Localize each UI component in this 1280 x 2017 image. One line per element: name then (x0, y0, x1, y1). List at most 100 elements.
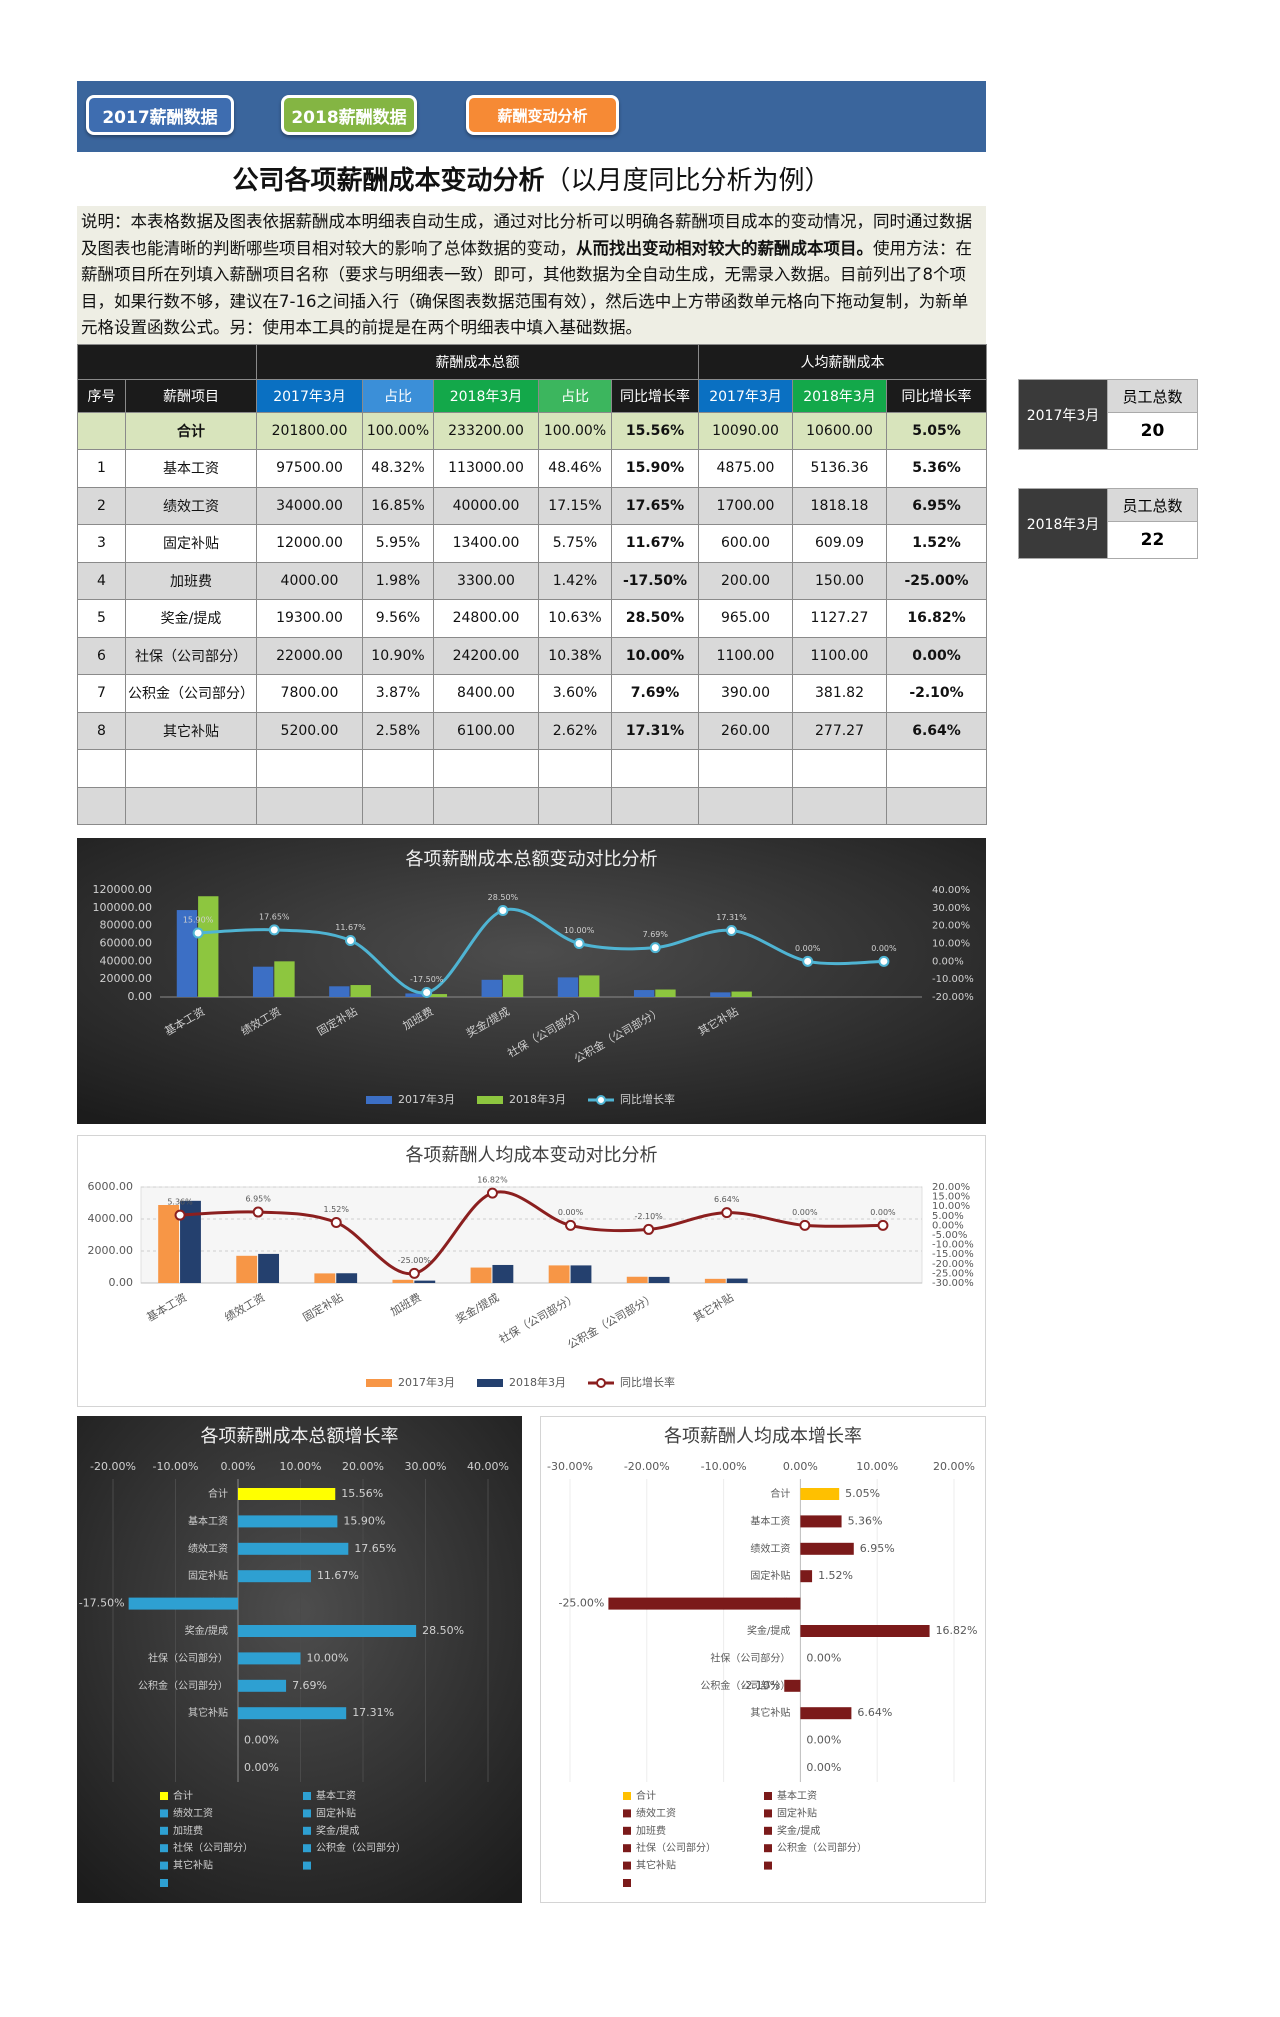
y2-tick-label: -10.00% (932, 974, 974, 985)
line-marker (192, 927, 204, 939)
cell: 16.82% (885, 599, 988, 638)
cell (77, 786, 126, 825)
bar (633, 990, 655, 997)
cell: 1100.00 (698, 636, 793, 675)
bar (800, 1488, 840, 1500)
bar (252, 966, 274, 997)
y-tick-label: 100000.00 (93, 901, 153, 914)
y-tick-label: 绩效工资 (750, 1542, 790, 1555)
cell: 3.60% (538, 674, 612, 713)
bar (238, 1488, 336, 1500)
y-tick-label: 绩效工资 (188, 1542, 228, 1555)
y2-tick-label: 30.00% (932, 903, 970, 914)
data-label: 0.00% (806, 1761, 841, 1774)
cell: 10.38% (538, 636, 612, 675)
bar (502, 974, 524, 997)
cell (698, 749, 793, 788)
legend-swatch (764, 1792, 772, 1800)
chart-title: 各项薪酬成本总额增长率 (201, 1426, 399, 1447)
cell (125, 749, 257, 788)
y-tick-label: 其它补贴 (750, 1706, 790, 1719)
legend-swatch (764, 1809, 772, 1818)
cell: 10600.00 (792, 412, 887, 450)
data-label: 10.00% (564, 926, 595, 935)
bar (731, 991, 752, 997)
legend-swatch (303, 1826, 311, 1835)
data-row: 5 奖金/提成 19300.00 9.56% 24800.00 10.63% 28.50% 9… (77, 599, 988, 638)
data-label: 6.95% (245, 1195, 271, 1204)
legend-swatch (623, 1809, 631, 1818)
page-title: 公司各项薪酬成本变动分析（以月度同比分析为例） (77, 160, 986, 197)
cell (538, 749, 612, 788)
cell: 4 (77, 561, 126, 600)
y-tick-label: 基本工资 (750, 1514, 790, 1527)
data-label: 0.00% (870, 1208, 896, 1217)
tab[interactable]: 2018薪酬数据 (281, 95, 417, 135)
x-tick-label: -10.00% (153, 1460, 199, 1473)
data-label: -17.50% (79, 1597, 125, 1610)
bar (710, 992, 731, 997)
data-label: -2.10% (634, 1212, 663, 1221)
legend-label: 2017年3月 (398, 1092, 455, 1106)
data-row: 3 固定补贴 12000.00 5.95% 13400.00 5.75% 11.67% 600… (77, 524, 988, 563)
cell: 24200.00 (433, 636, 539, 675)
data-label: 6.64% (857, 1706, 892, 1719)
data-label: 6.64% (714, 1195, 740, 1204)
header-row: 序号 薪酬项目 2017年3月 占比 2018年3月 占比 同比增长率 2017年3月 2018… (77, 379, 988, 413)
legend-label: 2018年3月 (509, 1092, 566, 1106)
legend-swatch (160, 1809, 168, 1818)
line-marker (486, 1187, 498, 1199)
tab[interactable]: 2017薪酬数据 (86, 95, 234, 135)
line-marker (330, 1216, 342, 1228)
line-marker (345, 935, 356, 947)
legend-swatch (303, 1861, 311, 1870)
legend-label: 加班费 (173, 1824, 203, 1837)
bar (350, 985, 371, 997)
box-header: 员工总数 (1107, 488, 1198, 522)
row: 2018年3月 员工总数 (1018, 488, 1198, 559)
cell: 7.69% (611, 674, 699, 713)
column-header: 占比 (362, 379, 434, 413)
cell: 1100.00 (792, 636, 887, 675)
header-cell (77, 344, 257, 380)
bar (548, 1265, 570, 1283)
desc-bold: 从而找出变动相对较大的薪酬成本项目。 (576, 238, 873, 258)
cell: 1 (77, 449, 126, 488)
cell (256, 786, 363, 825)
bar (481, 979, 502, 997)
line-marker (649, 942, 661, 954)
data-label: 17.31% (716, 913, 747, 922)
bar (128, 1597, 238, 1610)
legend-label: 绩效工资 (173, 1806, 213, 1819)
data-label: 10.00% (307, 1651, 349, 1664)
data-row: 2 绩效工资 34000.00 16.85% 40000.00 17.15% 17.65% 1… (77, 486, 988, 525)
bar (784, 1679, 801, 1692)
box-header: 员工总数 (1107, 379, 1198, 413)
bar (238, 1625, 417, 1637)
bar (236, 1255, 258, 1283)
legend-swatch (366, 1096, 392, 1104)
cell: 3 (77, 524, 126, 563)
line-marker (802, 955, 814, 967)
chart-title: 各项薪酬人均成本变动对比分析 (406, 1145, 658, 1166)
cell: 基本工资 (125, 449, 257, 488)
legend-label: 同比增长率 (620, 1092, 675, 1106)
bar (655, 989, 676, 997)
cell: 4875.00 (698, 449, 793, 488)
legend-label: 其它补贴 (173, 1859, 213, 1872)
cell: 9.56% (362, 599, 434, 638)
cell (611, 786, 699, 825)
x-tick-label: 10.00% (280, 1460, 322, 1473)
cell: 12000.00 (256, 524, 363, 563)
salary-table: 薪酬成本总额 人均薪酬成本 序号 薪酬项目 2017年3月 占比 2018年3月 占比 同比增长… (77, 344, 988, 825)
cell: 3.87% (362, 674, 434, 713)
data-label: 0.00% (558, 1208, 584, 1217)
x-tick-label: 20.00% (933, 1460, 975, 1473)
bar (470, 1267, 492, 1283)
data-label: 0.00% (792, 1208, 818, 1217)
cell: 965.00 (698, 599, 793, 638)
y2-tick-label: 40.00% (932, 885, 970, 896)
legend-swatch (764, 1826, 772, 1835)
y2-tick-label: -10.00% (932, 1240, 974, 1251)
tab[interactable]: 薪酬变动分析 (466, 95, 619, 135)
